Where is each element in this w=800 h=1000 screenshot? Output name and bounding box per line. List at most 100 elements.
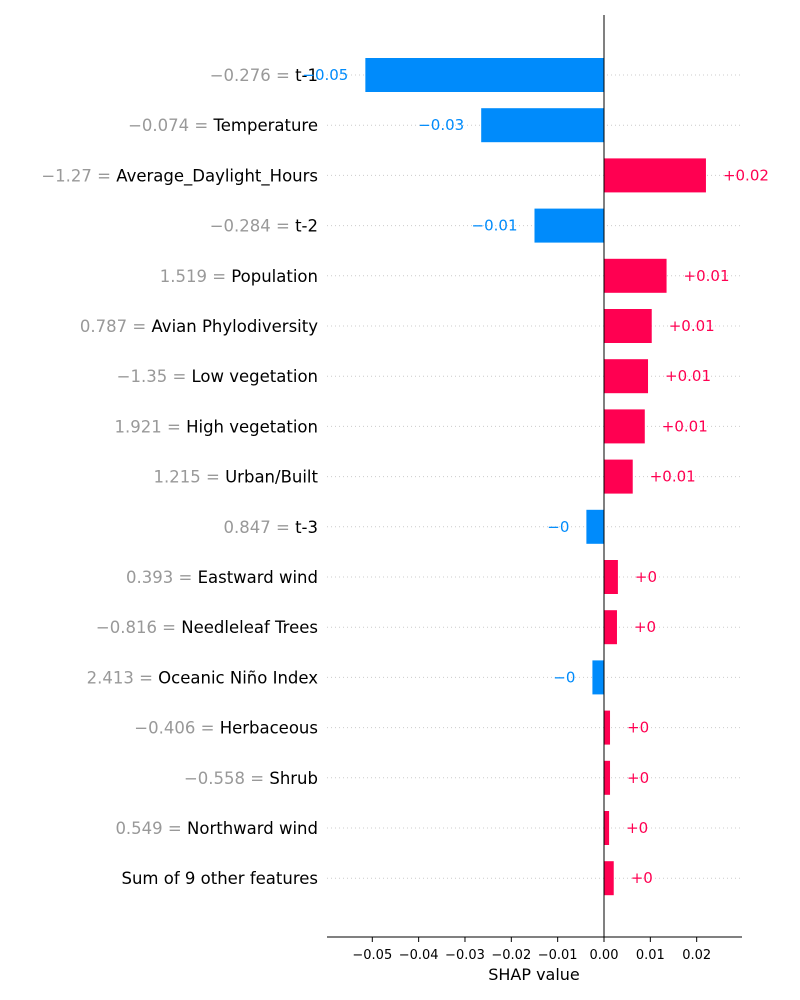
equals-sign: = [92, 166, 116, 185]
shap-bar [604, 258, 667, 293]
feature-label: −1.27 = Average_Daylight_Hours [41, 166, 318, 186]
x-tick-label: −0.03 [445, 948, 485, 963]
bar-value-label: +0.01 [684, 267, 730, 285]
shap-bar [481, 108, 604, 143]
feature-name: t-1 [295, 66, 318, 85]
feature-value: 1.519 [160, 267, 207, 286]
x-tick-label: −0.05 [352, 948, 392, 963]
equals-sign: = [189, 116, 213, 135]
x-tick-label: −0.02 [491, 948, 531, 963]
bar-value-label: +0 [627, 719, 649, 737]
feature-name: Sum of 9 other features [121, 869, 318, 888]
shap-bar [592, 660, 604, 695]
bar-value-label: +0 [626, 819, 648, 837]
feature-value: −0.816 [96, 618, 157, 637]
x-axis-ticks: −0.05 −0.04 −0.03 −0.02 −0.01 0.00 0.01 0.02 [352, 937, 711, 963]
shap-bar [604, 359, 649, 394]
shap-bar [586, 509, 604, 544]
feature-label: −0.558 = Shrub [184, 769, 318, 788]
feature-label: 1.921 = High vegetation [115, 417, 318, 436]
feature-label: −0.284 = t-2 [210, 217, 318, 236]
shap-bar [604, 158, 706, 193]
feature-label: 0.787 = Avian Phylodiversity [80, 317, 318, 336]
shap-bar [604, 459, 633, 494]
equals-sign: = [201, 468, 225, 487]
shap-bar [604, 710, 611, 745]
shap-bar [604, 409, 645, 444]
feature-label: 1.519 = Population [160, 267, 318, 286]
feature-value: 0.847 [224, 518, 271, 537]
feature-name: Avian Phylodiversity [151, 317, 318, 336]
bar-value-label: +0.01 [662, 417, 708, 435]
bar-value-label: −0.03 [418, 116, 464, 134]
feature-label: 0.549 = Northward wind [115, 819, 318, 838]
bar-value-label: +0.01 [669, 317, 715, 335]
feature-value: −0.284 [210, 217, 271, 236]
x-tick-label: 0.02 [682, 948, 711, 963]
feature-label: −0.276 = t-1 [210, 66, 318, 85]
feature-label: −1.35 = Low vegetation [117, 367, 318, 386]
bars-group [365, 58, 706, 896]
feature-value: −0.276 [210, 66, 271, 85]
bar-value-label: −0.01 [472, 217, 518, 235]
feature-name: Oceanic Niño Index [158, 668, 318, 687]
equals-sign: = [245, 769, 269, 788]
bar-value-label: +0.02 [723, 166, 769, 184]
equals-sign: = [195, 719, 219, 738]
feature-value: 0.549 [115, 819, 162, 838]
x-tick-label: 0.00 [590, 948, 619, 963]
feature-label: 0.847 = t-3 [224, 518, 319, 537]
feature-label: 0.393 = Eastward wind [126, 568, 318, 587]
feature-name: Eastward wind [198, 568, 318, 587]
feature-name: High vegetation [186, 417, 318, 436]
bar-value-label: −0 [553, 668, 575, 686]
bar-value-label: +0 [627, 769, 649, 787]
equals-sign: = [271, 518, 295, 537]
equals-sign: = [127, 317, 151, 336]
shap-bar [604, 811, 610, 845]
bar-value-labels-group: −0.05 −0.03 +0.02 −0.01 +0.01 +0.01 +0.01 +0.01… [302, 66, 769, 887]
feature-name: t-2 [295, 217, 318, 236]
x-tick-label: 0.01 [636, 948, 665, 963]
bar-value-label: +0 [631, 869, 653, 887]
shap-bar [604, 309, 652, 343]
x-tick-label: −0.01 [538, 948, 578, 963]
feature-name: t-3 [295, 518, 318, 537]
feature-value: 1.215 [154, 468, 201, 487]
bar-value-label: +0.01 [665, 367, 711, 385]
shap-bar [365, 58, 604, 92]
feature-value: −0.406 [134, 719, 195, 738]
feature-value: −1.27 [41, 166, 92, 185]
feature-labels-group: −0.276 = t-1 −0.074 = Temperature −1.27 = … [41, 66, 318, 888]
shap-bar [534, 208, 604, 243]
feature-name: Needleleaf Trees [181, 618, 318, 637]
x-axis-label: SHAP value [488, 965, 580, 984]
feature-label: 1.215 = Urban/Built [154, 468, 319, 487]
equals-sign: = [173, 568, 197, 587]
feature-label: 2.413 = Oceanic Niño Index [87, 668, 319, 687]
feature-value: −1.35 [117, 367, 168, 386]
feature-name: Herbaceous [220, 719, 318, 738]
feature-value: 0.393 [126, 568, 173, 587]
bar-value-label: +0 [635, 568, 657, 586]
equals-sign: = [167, 367, 191, 386]
bar-value-label: −0.05 [302, 66, 348, 84]
equals-sign: = [134, 668, 158, 687]
feature-name: Urban/Built [225, 468, 318, 487]
x-tick-label: −0.04 [399, 948, 439, 963]
equals-sign: = [271, 217, 295, 236]
feature-label: −0.406 = Herbaceous [134, 719, 318, 738]
feature-label: −0.074 = Temperature [128, 116, 318, 135]
equals-sign: = [271, 66, 295, 85]
equals-sign: = [157, 618, 181, 637]
feature-name: Low vegetation [192, 367, 318, 386]
feature-label: −0.816 = Needleleaf Trees [96, 618, 318, 637]
feature-value: 2.413 [87, 668, 134, 687]
feature-name: Population [231, 267, 318, 286]
bar-value-label: −0 [547, 518, 569, 536]
feature-name: Shrub [269, 769, 318, 788]
feature-value: −0.074 [128, 116, 189, 135]
equals-sign: = [163, 819, 187, 838]
feature-name: Average_Daylight_Hours [116, 166, 318, 186]
